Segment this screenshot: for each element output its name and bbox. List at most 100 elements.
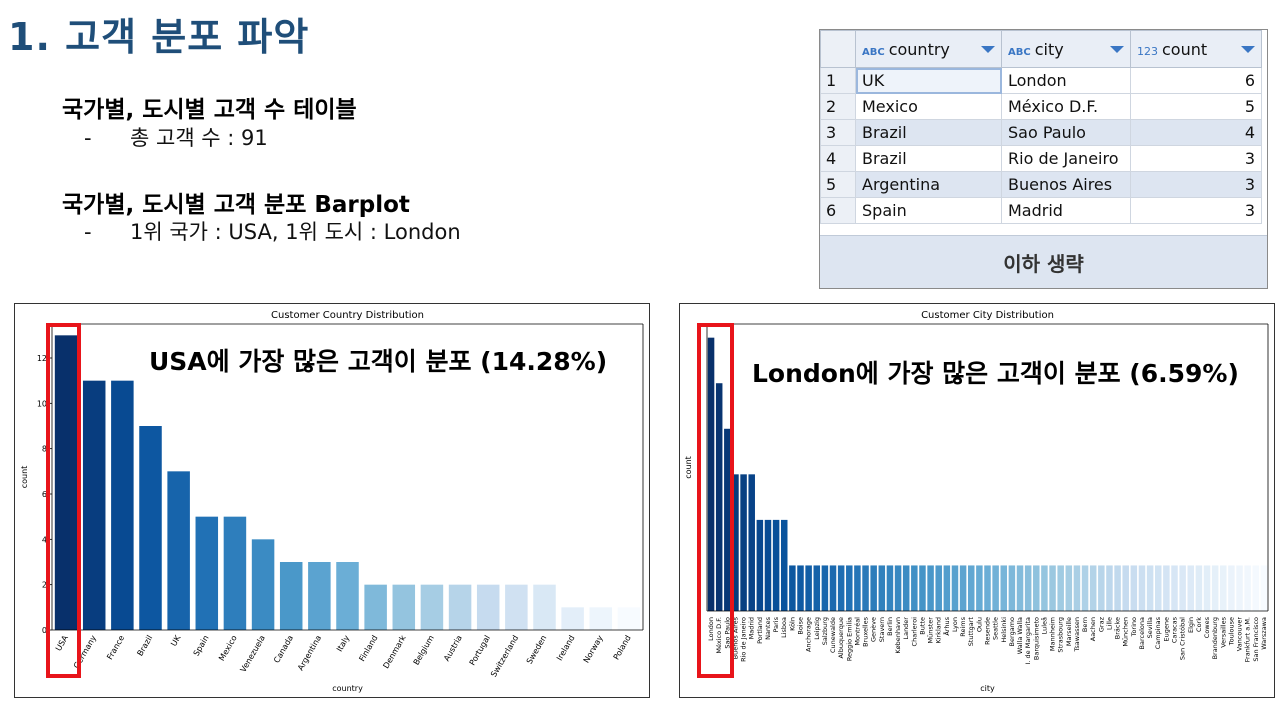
bar xyxy=(1081,565,1089,611)
sort-dropdown-icon[interactable] xyxy=(1110,45,1124,53)
table-row[interactable]: 6 Spain Madrid 3 xyxy=(820,197,1262,224)
table-row[interactable]: 5 Argentina Buenos Aires 3 xyxy=(820,171,1262,198)
cell-city[interactable]: Buenos Aires xyxy=(1001,171,1131,198)
bar xyxy=(1049,565,1056,611)
column-header-count[interactable]: 123 count xyxy=(1130,30,1262,68)
x-tick-label: Nantes xyxy=(764,616,772,640)
bar xyxy=(1057,565,1064,611)
x-tick-label: Bräcke xyxy=(1114,617,1122,639)
bar xyxy=(617,607,641,630)
x-tick-label: Toulouse xyxy=(1227,617,1235,646)
x-tick-label: Campinas xyxy=(1154,616,1162,649)
cell-city[interactable]: México D.F. xyxy=(1001,93,1131,120)
cell-country[interactable]: Spain xyxy=(855,197,1002,224)
slide-title: 1. 고객 분포 파악 xyxy=(8,15,310,59)
cell-city[interactable]: London xyxy=(1001,67,1131,94)
bar xyxy=(878,565,886,611)
cell-city[interactable]: Rio de Janeiro xyxy=(1001,145,1131,172)
y-tick-label: 12 xyxy=(37,354,47,363)
bar xyxy=(1008,565,1016,611)
row-number: 5 xyxy=(820,171,856,198)
x-tick-label: Kirkland xyxy=(935,617,943,644)
x-tick-label: Graz xyxy=(1097,616,1105,632)
bar xyxy=(1244,565,1251,611)
x-tick-label: Frankfurt a.M. xyxy=(1244,617,1252,662)
column-label: country xyxy=(888,39,950,59)
x-tick-label: Madrid xyxy=(748,617,756,639)
cell-country[interactable]: UK xyxy=(855,67,1002,94)
bar xyxy=(902,565,910,611)
bar xyxy=(951,565,959,611)
x-tick-label: München xyxy=(1122,617,1130,647)
cell-count[interactable]: 3 xyxy=(1130,145,1262,172)
bar xyxy=(1260,565,1268,611)
sort-dropdown-icon[interactable] xyxy=(1241,45,1255,53)
x-tick-label: Stavern xyxy=(878,617,886,642)
table-row[interactable]: 2 Mexico México D.F. 5 xyxy=(820,93,1262,120)
bar xyxy=(392,584,416,630)
x-tick-label: Norway xyxy=(582,634,605,665)
bar xyxy=(976,565,983,611)
x-tick-label: Charleroi xyxy=(910,617,918,647)
y-tick-label: 0 xyxy=(42,626,47,635)
row-number: 2 xyxy=(820,93,856,120)
result-table: ABC country ABC city 123 count 1 UK London … xyxy=(820,30,1262,224)
bullet-dash: - xyxy=(84,220,92,244)
bar xyxy=(748,474,755,611)
x-tick-label: Stuttgart xyxy=(967,617,975,647)
cell-city[interactable]: Sao Paulo xyxy=(1001,119,1131,146)
cell-country[interactable]: Brazil xyxy=(855,145,1002,172)
bar xyxy=(1041,565,1048,611)
cell-count[interactable]: 4 xyxy=(1130,119,1262,146)
bar xyxy=(1130,565,1138,611)
cell-count[interactable]: 3 xyxy=(1130,197,1262,224)
table-row[interactable]: 1 UK London 6 xyxy=(820,67,1262,94)
x-tick-label: Reims xyxy=(959,616,967,636)
x-tick-label: Luleå xyxy=(1039,617,1048,634)
x-tick-label: Helsinki xyxy=(1000,617,1008,643)
x-tick-label: Eugene xyxy=(1162,617,1170,641)
x-tick-label: London xyxy=(707,617,715,641)
bar xyxy=(837,565,845,611)
column-header-country[interactable]: ABC country xyxy=(855,30,1002,68)
cell-count[interactable]: 3 xyxy=(1130,171,1262,198)
x-axis-label: country xyxy=(332,684,363,693)
x-tick-label: Ireland xyxy=(555,634,577,662)
column-label: count xyxy=(1162,39,1208,59)
total-customers-text: 총 고객 수 : 91 xyxy=(130,126,268,150)
column-label: city xyxy=(1034,39,1064,59)
cell-city[interactable]: Madrid xyxy=(1001,197,1131,224)
bar xyxy=(476,584,500,630)
cell-country[interactable]: Argentina xyxy=(855,171,1002,198)
x-axis-label: city xyxy=(980,684,995,693)
bar xyxy=(1187,565,1195,611)
bar xyxy=(364,584,387,630)
cell-country[interactable]: Brazil xyxy=(855,119,1002,146)
x-tick-label: San Cristóbal xyxy=(1179,617,1187,660)
x-tick-label: Walla Walla xyxy=(1016,617,1024,654)
x-tick-label: Aachen xyxy=(1089,617,1097,641)
column-header-city[interactable]: ABC city xyxy=(1001,30,1131,68)
row-number: 6 xyxy=(820,197,856,224)
cell-count[interactable]: 5 xyxy=(1130,93,1262,120)
x-tick-label: Lander xyxy=(902,617,910,640)
bar xyxy=(223,516,247,630)
result-grid[interactable]: ABC country ABC city 123 count 1 UK London … xyxy=(819,29,1268,289)
x-tick-label: Italy xyxy=(335,634,352,654)
bar xyxy=(420,584,444,630)
x-tick-label: Finland xyxy=(357,634,379,663)
table-row[interactable]: 3 Brazil Sao Paulo 4 xyxy=(820,119,1262,146)
bar xyxy=(1024,565,1032,611)
usa-highlight-box xyxy=(46,323,81,678)
cell-country[interactable]: Mexico xyxy=(855,93,1002,120)
sort-dropdown-icon[interactable] xyxy=(981,45,995,53)
bar xyxy=(1098,565,1105,611)
bar xyxy=(448,584,472,630)
cell-count[interactable]: 6 xyxy=(1130,67,1262,94)
city-bar-chart: Customer City Distribution London México D… xyxy=(684,310,1269,693)
x-tick-label: Münster xyxy=(927,617,935,644)
text-type-icon: ABC xyxy=(1008,46,1031,58)
bar xyxy=(1138,565,1146,611)
bar xyxy=(1154,565,1162,611)
table-row[interactable]: 4 Brazil Rio de Janeiro 3 xyxy=(820,145,1262,172)
